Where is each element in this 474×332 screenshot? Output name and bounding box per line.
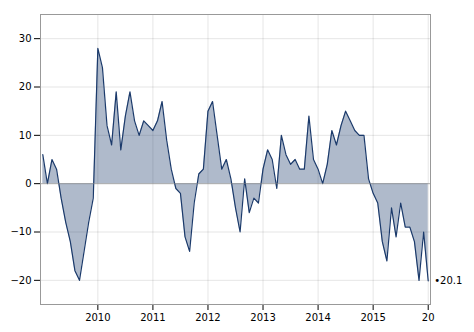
svg-text:30: 30	[19, 33, 32, 44]
svg-text:2011: 2011	[140, 312, 165, 323]
svg-text:−10: −10	[10, 226, 31, 237]
svg-text:0: 0	[25, 178, 31, 189]
svg-text:20: 20	[422, 312, 435, 323]
svg-text:20: 20	[19, 81, 32, 92]
svg-text:2010: 2010	[85, 312, 110, 323]
svg-text:2012: 2012	[195, 312, 220, 323]
svg-text:2013: 2013	[250, 312, 275, 323]
svg-text:2014: 2014	[305, 312, 330, 323]
svg-text:10: 10	[19, 130, 32, 141]
svg-text:2015: 2015	[360, 312, 385, 323]
svg-text:•20.1: •20.1	[434, 275, 462, 286]
svg-text:−20: −20	[10, 275, 31, 286]
